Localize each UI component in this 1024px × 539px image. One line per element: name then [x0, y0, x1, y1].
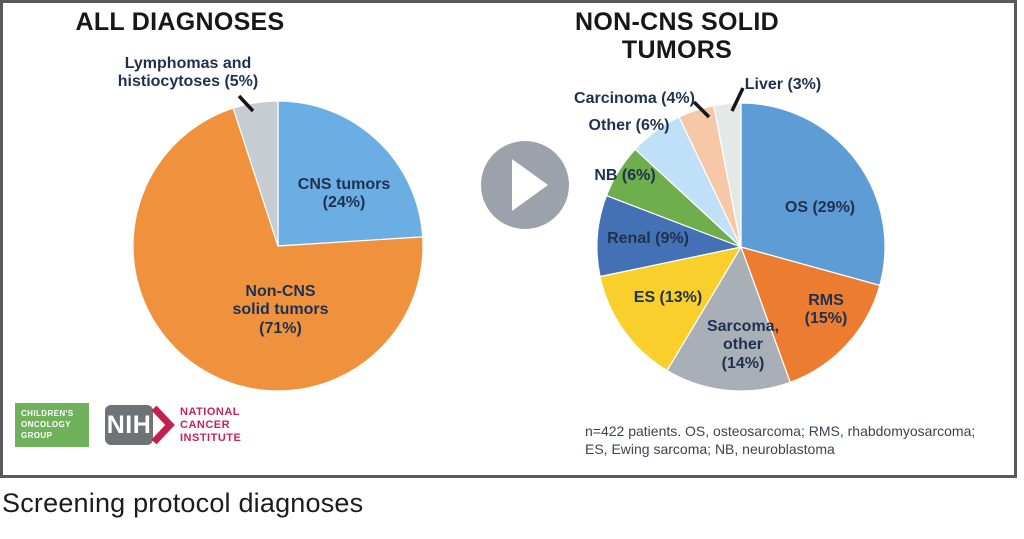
cog-logo-line: ONCOLOGY	[21, 420, 71, 429]
pie-label-rms: RMS (15%)	[804, 292, 848, 328]
pie-label-es: ES (13%)	[633, 289, 703, 306]
pie-label-sarcoma-other: Sarcoma, other (14%)	[706, 318, 780, 372]
pie-label-cns-tumors: CNS tumors (24%)	[297, 176, 391, 212]
nih-logo: NIH	[105, 405, 153, 445]
pie-label-carcinoma: Carcinoma (4%)	[574, 90, 695, 107]
pie-label-non-cns-solid-tumors: Non-CNS solid tumors (71%)	[232, 283, 329, 337]
pie-chart-non-cns-solid-tumors	[596, 102, 886, 392]
nci-logo-line: NATIONAL	[180, 406, 241, 418]
cog-logo-line: CHILDREN'S	[21, 409, 74, 418]
left-chart-title: ALL DIAGNOSES	[75, 8, 285, 36]
figure-caption: Screening protocol diagnoses	[2, 488, 364, 518]
pie-label-lymphomas: Lymphomas and histiocytoses (5%)	[117, 55, 259, 91]
cog-logo-line: GROUP	[21, 431, 53, 440]
pie-slice-cns-tumors	[277, 100, 424, 247]
pie-slice-sarcoma-other	[666, 245, 792, 392]
play-icon	[512, 159, 548, 211]
pie-slice-es	[599, 246, 743, 372]
pie-slice-rms	[740, 246, 881, 384]
nih-arrow-icon	[151, 405, 175, 445]
play-button[interactable]	[481, 141, 569, 229]
pie-label-renal: Renal (9%)	[607, 230, 689, 247]
pie-slice-lymphomas-and-histiocytoses	[232, 100, 279, 247]
footnote: n=422 patients. OS, osteosarcoma; RMS, r…	[585, 423, 976, 457]
childrens-oncology-group-logo: CHILDREN'S ONCOLOGY GROUP	[15, 403, 89, 447]
national-cancer-institute-logo: NATIONAL CANCER INSTITUTE	[180, 406, 241, 445]
pie-chart-all-diagnoses	[132, 100, 424, 392]
nci-logo-line: CANCER	[180, 419, 231, 431]
pie-label-nb: NB (6%)	[594, 167, 656, 184]
pie-slice-os	[740, 102, 886, 287]
pie-label-os: OS (29%)	[784, 199, 856, 216]
pie-label-other: Other (6%)	[588, 117, 670, 134]
nci-logo-line: INSTITUTE	[180, 432, 242, 444]
pie-slice-non-cns-solid-tumors	[132, 107, 424, 392]
right-chart-title: NON-CNS SOLID TUMORS	[575, 8, 779, 64]
pie-label-liver: Liver (3%)	[744, 76, 822, 93]
pie-slice-renal	[596, 194, 744, 278]
